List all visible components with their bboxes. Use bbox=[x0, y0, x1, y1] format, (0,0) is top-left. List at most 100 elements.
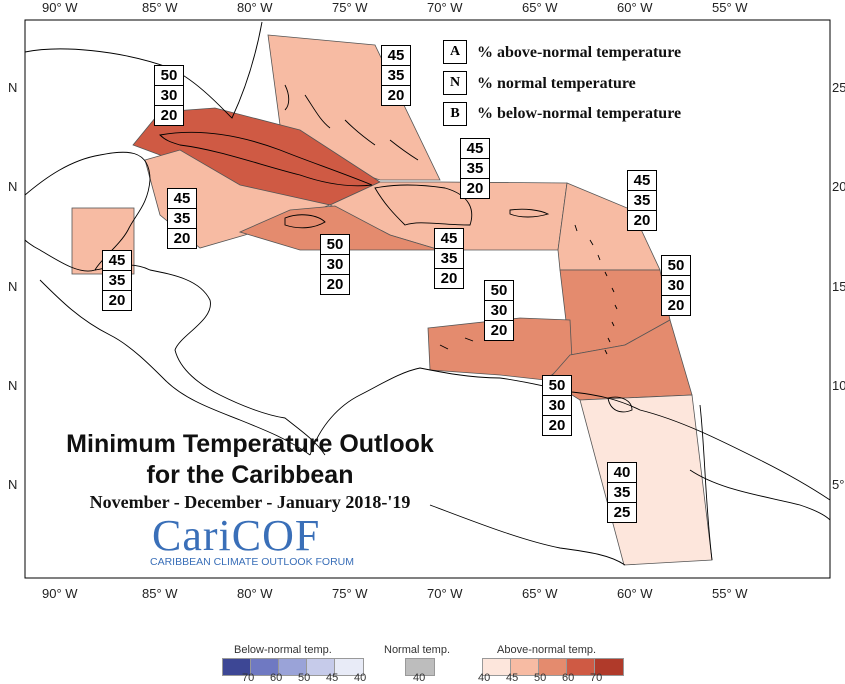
forecast-value-a: 45 bbox=[461, 139, 489, 159]
x-tick-bottom-5: 65° W bbox=[522, 586, 558, 601]
y-tick-right-4: 5° bbox=[832, 477, 845, 492]
forecast-zones bbox=[71, 34, 713, 566]
forecast-box-bahamas: 45 35 20 bbox=[381, 45, 411, 106]
forecast-value-n: 30 bbox=[543, 396, 571, 416]
y-tick-right-2: 15° bbox=[832, 279, 845, 294]
forecast-value-b: 20 bbox=[548, 417, 566, 434]
forecast-value-a: 50 bbox=[543, 376, 571, 396]
x-tick-bottom-7: 55° W bbox=[712, 586, 748, 601]
forecast-value-a: 50 bbox=[321, 235, 349, 255]
legend-text-below: % below-normal temperature bbox=[477, 105, 682, 122]
y-tick-left-1: N bbox=[8, 179, 18, 194]
forecast-box-guianas: 40 35 25 bbox=[607, 462, 637, 523]
y-tick-right-0: 25° bbox=[832, 80, 845, 95]
legend-key-a: A bbox=[443, 40, 467, 64]
x-tick-top-1: 85° W bbox=[142, 0, 178, 15]
forecast-value-b: 20 bbox=[633, 212, 651, 229]
forecast-value-n: 30 bbox=[321, 255, 349, 275]
forecast-value-n: 35 bbox=[608, 483, 636, 503]
forecast-box-cuba: 50 30 20 bbox=[154, 65, 184, 126]
forecast-value-a: 45 bbox=[382, 46, 410, 66]
colorbar-swatch-below-40 bbox=[334, 658, 364, 676]
x-tick-bottom-1: 85° W bbox=[142, 586, 178, 601]
colorbar-swatch-above-70 bbox=[594, 658, 624, 676]
forecast-value-n: 35 bbox=[382, 66, 410, 86]
forecast-box-cayman: 45 35 20 bbox=[167, 188, 197, 249]
forecast-value-a: 50 bbox=[662, 256, 690, 276]
x-tick-bottom-4: 70° W bbox=[427, 586, 463, 601]
x-tick-top-4: 70° W bbox=[427, 0, 463, 15]
colorbar-above-tick-1: 45 bbox=[506, 672, 519, 684]
caricof-logo: CariCOF bbox=[152, 511, 321, 560]
forecast-value-n: 30 bbox=[485, 301, 513, 321]
forecast-value-b: 20 bbox=[108, 292, 126, 309]
y-tick-right-1: 20° bbox=[832, 179, 845, 194]
forecast-value-a: 40 bbox=[608, 463, 636, 483]
forecast-value-n: 35 bbox=[461, 159, 489, 179]
y-tick-left-3: N bbox=[8, 378, 18, 393]
x-tick-top-5: 65° W bbox=[522, 0, 558, 15]
forecast-box-leeward: 45 35 20 bbox=[627, 170, 657, 231]
legend-key-n: N bbox=[443, 71, 467, 95]
forecast-value-a: 45 bbox=[628, 171, 656, 191]
x-tick-bottom-2: 80° W bbox=[237, 586, 273, 601]
x-tick-top-0: 90° W bbox=[42, 0, 78, 15]
colorbar-below-tick-1: 60 bbox=[270, 672, 283, 684]
x-tick-top-6: 60° W bbox=[617, 0, 653, 15]
forecast-value-b: 20 bbox=[387, 87, 405, 104]
forecast-value-a: 50 bbox=[485, 281, 513, 301]
y-tick-left-2: N bbox=[8, 279, 18, 294]
legend-text-above: % above-normal temperature bbox=[477, 44, 682, 61]
colorbar-swatch-normal bbox=[405, 658, 435, 676]
x-tick-top-3: 75° W bbox=[332, 0, 368, 15]
y-tick-left-4: N bbox=[8, 477, 18, 492]
forecast-value-a: 45 bbox=[168, 189, 196, 209]
map-period: November - December - January 2018-'19 bbox=[89, 492, 411, 512]
forecast-value-a: 45 bbox=[103, 251, 131, 271]
forecast-box-hispaniola-south: 45 35 20 bbox=[434, 228, 464, 289]
forecast-box-jamaica: 50 30 20 bbox=[320, 234, 350, 295]
forecast-value-a: 50 bbox=[155, 66, 183, 86]
colorbar-above-title: Above-normal temp. bbox=[497, 644, 597, 656]
colorbar-normal-title: Normal temp. bbox=[384, 644, 451, 656]
colorbar-below-tick-2: 50 bbox=[298, 672, 311, 684]
forecast-value-b: 25 bbox=[613, 504, 631, 521]
colorbar-above-tick-3: 60 bbox=[562, 672, 575, 684]
forecast-value-n: 35 bbox=[168, 209, 196, 229]
legend-key-b: B bbox=[443, 102, 467, 126]
map-title-line1: Minimum Temperature Outlook bbox=[66, 430, 434, 458]
forecast-box-trinidad: 50 30 20 bbox=[542, 375, 572, 436]
forecast-box-windward: 50 30 20 bbox=[661, 255, 691, 316]
forecast-value-n: 35 bbox=[103, 271, 131, 291]
x-tick-top-2: 80° W bbox=[237, 0, 273, 15]
forecast-value-n: 35 bbox=[628, 191, 656, 211]
forecast-box-hispaniola-north: 45 35 20 bbox=[460, 138, 490, 199]
y-tick-left-0: N bbox=[8, 80, 18, 95]
forecast-value-b: 20 bbox=[173, 230, 191, 247]
forecast-value-b: 20 bbox=[490, 322, 508, 339]
y-tick-right-3: 10° bbox=[832, 378, 845, 393]
x-tick-bottom-0: 90° W bbox=[42, 586, 78, 601]
colorbar-normal-tick-0: 40 bbox=[413, 672, 426, 684]
x-tick-bottom-6: 60° W bbox=[617, 586, 653, 601]
colorbar-below-tick-0: 70 bbox=[242, 672, 255, 684]
colorbar-above-tick-0: 40 bbox=[478, 672, 491, 684]
forecast-value-a: 45 bbox=[435, 229, 463, 249]
map-title-line2: for the Caribbean bbox=[146, 461, 354, 489]
forecast-value-b: 20 bbox=[326, 276, 344, 293]
forecast-value-b: 20 bbox=[667, 297, 685, 314]
forecast-value-b: 20 bbox=[466, 180, 484, 197]
forecast-box-abc: 50 30 20 bbox=[484, 280, 514, 341]
forecast-value-n: 30 bbox=[155, 86, 183, 106]
colorbar-below-tick-4: 40 bbox=[354, 672, 367, 684]
forecast-value-b: 20 bbox=[160, 107, 178, 124]
colorbar-below-tick-3: 45 bbox=[326, 672, 339, 684]
caricof-logo-subtitle: CARIBBEAN CLIMATE OUTLOOK FORUM bbox=[150, 556, 354, 568]
colorbar-above-tick-4: 70 bbox=[590, 672, 603, 684]
x-tick-bottom-3: 75° W bbox=[332, 586, 368, 601]
forecast-box-belize: 45 35 20 bbox=[102, 250, 132, 311]
zone-jamaica bbox=[238, 205, 441, 251]
colorbar-below-title: Below-normal temp. bbox=[234, 644, 332, 656]
legend-text-normal: % normal temperature bbox=[477, 75, 636, 92]
